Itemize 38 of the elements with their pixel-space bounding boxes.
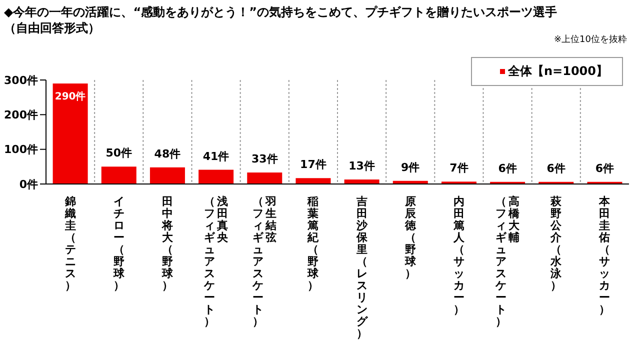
x-tick-label: 原辰徳（野球） bbox=[404, 195, 417, 280]
bar bbox=[52, 83, 88, 184]
data-label: 50件 bbox=[106, 146, 132, 160]
bar bbox=[101, 166, 136, 184]
y-tick-label: 0件 bbox=[19, 178, 38, 191]
x-tick-label: 錦織圭（テニス） bbox=[64, 195, 76, 292]
data-label: 33件 bbox=[251, 152, 278, 166]
data-label: 290件 bbox=[54, 90, 86, 102]
bar bbox=[296, 178, 331, 184]
x-tick-label: 稲葉篤紀（野球） bbox=[306, 195, 320, 292]
data-label: 7件 bbox=[450, 162, 468, 175]
data-label: 13件 bbox=[348, 159, 375, 172]
data-label: 6件 bbox=[498, 162, 517, 175]
data-label: 9件 bbox=[401, 160, 420, 174]
bar bbox=[198, 170, 234, 184]
data-label: 41件 bbox=[202, 150, 230, 163]
y-tick-label: 300件 bbox=[4, 74, 38, 87]
data-label: 48件 bbox=[154, 147, 181, 160]
category-label: 高橋大輔（フィギュアスケート） bbox=[496, 195, 520, 328]
category-label: 吉田沙保里（レスリング） bbox=[356, 195, 368, 340]
chart-subtitle: （自由回答形式） bbox=[4, 20, 100, 37]
bar bbox=[150, 167, 185, 184]
x-tick-label: イチロー（野球） bbox=[112, 195, 126, 292]
data-label: 17件 bbox=[300, 158, 326, 172]
chart-title: ◆今年の一年の活躍に、“感動をありがとう！”の気持ちをこめて、プチギフトを贈りたいスポーツ選手 bbox=[4, 4, 558, 21]
category-label: 本田圭佑（サッカー） bbox=[599, 195, 610, 316]
category-label: 羽生結弦（フィギュアスケート） bbox=[252, 195, 277, 328]
bar bbox=[247, 172, 282, 184]
y-tick-label: 100件 bbox=[4, 143, 38, 156]
category-label: 浅田真央（フィギュアスケート） bbox=[204, 195, 228, 328]
legend-label: 全体【n=1000】 bbox=[507, 63, 608, 80]
x-tick-label: 田中将大（野球） bbox=[160, 195, 174, 292]
data-label: 6件 bbox=[546, 162, 566, 175]
category-label: 内田篤人（サッカー） bbox=[453, 195, 464, 316]
text: ※上位10位を抜粋 bbox=[554, 34, 627, 46]
y-tick-label: 200件 bbox=[4, 108, 38, 122]
x-tick-label: 萩野公介（水泳） bbox=[550, 195, 563, 292]
data-label: 6件 bbox=[595, 162, 614, 175]
